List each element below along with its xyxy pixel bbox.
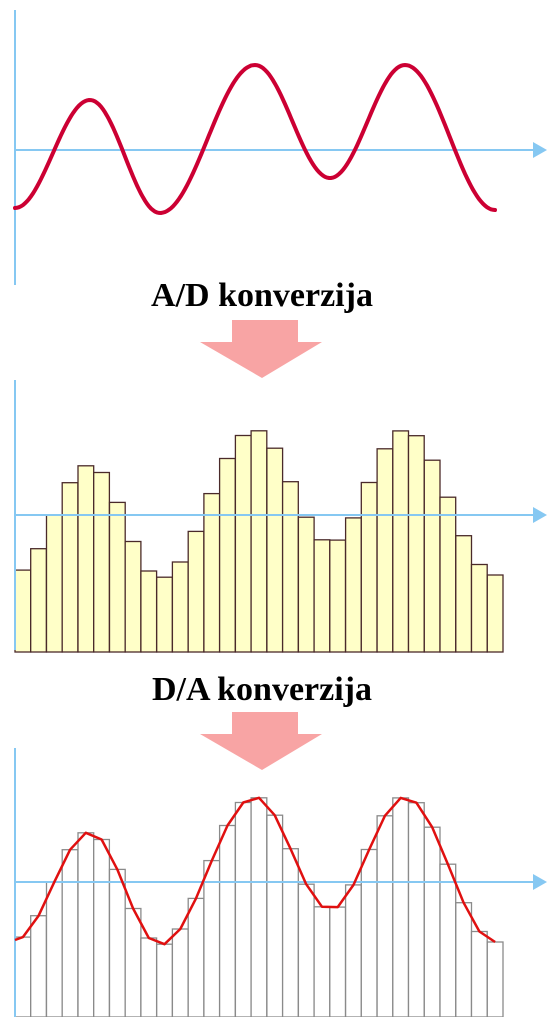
sample-bar <box>30 915 48 1017</box>
sample-bar <box>423 826 441 1017</box>
sample-bar <box>266 814 284 1017</box>
sample-bar <box>486 574 504 653</box>
sample-bar <box>108 868 126 1017</box>
sample-bar <box>218 824 236 1017</box>
axis-arrow <box>533 142 547 158</box>
sample-bar <box>77 832 95 1017</box>
sample-bar <box>250 797 268 1017</box>
down-arrow <box>200 712 322 770</box>
sample-bar <box>14 936 32 1017</box>
step-label: D/A konverzija <box>152 671 372 708</box>
sample-bar <box>234 801 252 1017</box>
sample-bar <box>297 516 315 653</box>
sample-bar <box>203 859 221 1017</box>
axis-arrow <box>533 874 547 890</box>
sample-bar <box>407 802 425 1017</box>
sample-bar <box>423 459 441 653</box>
sample-bar <box>439 863 457 1017</box>
sample-bar <box>171 928 189 1017</box>
sample-bar <box>392 797 410 1017</box>
sample-bar <box>218 457 236 653</box>
sample-bar <box>376 448 394 653</box>
sample-bar <box>171 561 189 653</box>
sample-bar <box>313 539 331 653</box>
sample-bar <box>124 907 142 1017</box>
sample-bar <box>140 937 158 1017</box>
sample-bar <box>124 540 142 653</box>
sample-bar <box>203 492 221 653</box>
axis-arrow <box>533 507 547 523</box>
sample-bar <box>281 848 299 1017</box>
sample-bar <box>281 481 299 653</box>
sample-bar <box>156 943 174 1017</box>
sample-bar <box>45 881 63 1017</box>
sample-bar <box>455 902 473 1017</box>
sample-bar <box>313 906 331 1017</box>
sample-bar <box>61 849 79 1017</box>
down-arrow <box>200 320 322 378</box>
sample-bar <box>61 482 79 653</box>
sample-bar <box>77 465 95 653</box>
sample-bar <box>329 906 347 1017</box>
sample-bar <box>407 435 425 653</box>
sample-bar <box>344 517 362 653</box>
sample-bar <box>439 496 457 653</box>
sample-bar <box>234 434 252 653</box>
sample-bar <box>187 530 205 653</box>
sample-bar <box>45 514 63 653</box>
step-label: A/D konverzija <box>151 277 373 314</box>
sample-bar <box>470 563 488 653</box>
sample-bar <box>14 569 32 653</box>
sample-bar <box>156 576 174 653</box>
sample-bar <box>360 848 378 1017</box>
sample-bar <box>30 548 48 653</box>
sample-bar <box>93 838 111 1017</box>
sample-bar <box>266 447 284 653</box>
sample-bar <box>360 481 378 653</box>
sample-bar <box>140 570 158 653</box>
sample-bar <box>486 941 504 1017</box>
sample-bar <box>250 430 268 653</box>
sample-bar <box>187 897 205 1017</box>
sample-bar <box>93 471 111 653</box>
sample-bar <box>376 815 394 1017</box>
reconstructed-wave <box>14 796 496 946</box>
sample-bar <box>329 539 347 653</box>
analog-wave <box>13 62 497 216</box>
sample-bar <box>392 430 410 653</box>
sample-bar <box>470 930 488 1017</box>
sample-bar <box>297 883 315 1017</box>
sample-bar <box>108 501 126 653</box>
sample-bar <box>455 535 473 653</box>
sample-bar <box>344 884 362 1017</box>
